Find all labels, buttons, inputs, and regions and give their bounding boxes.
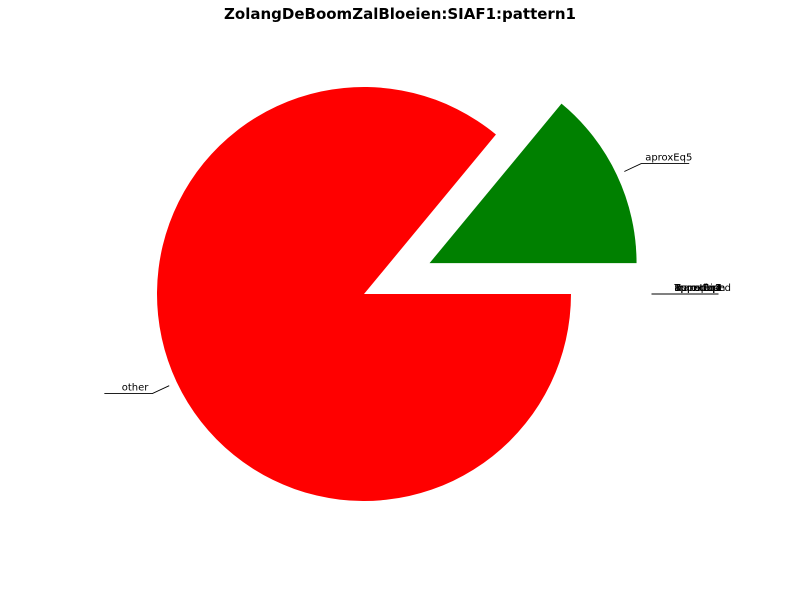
slice-label-transposed: Transposed [673, 283, 731, 294]
slice-label-aproxeq5: aproxEq5 [645, 153, 692, 164]
slice-label-aproxeq3: aproxEq3 [674, 283, 721, 294]
slice-label-aproxeq2: aproxEq2 [674, 283, 721, 294]
pie-slice-aproxeq5 [429, 103, 637, 264]
leader-line-aproxeq5 [624, 163, 690, 172]
pie-labels: other aproxEq5 aproxEq1aproxEq4ImperfectRe… [104, 153, 731, 395]
slice-label-aproxeq1: aproxEq1 [674, 283, 721, 294]
leader-line-other [104, 385, 170, 395]
pie-slices [156, 86, 637, 501]
slice-label-aproxeq4: aproxEq4 [674, 283, 721, 294]
pie-slice-other [156, 86, 571, 501]
slice-label-imperfect: Imperfect [674, 283, 722, 294]
slice-label-repetition: Repetition [674, 283, 725, 294]
slice-label-other: other [122, 383, 150, 394]
chart-title: ZolangDeBoomZalBloeien:SIAF1:pattern1 [224, 5, 576, 23]
